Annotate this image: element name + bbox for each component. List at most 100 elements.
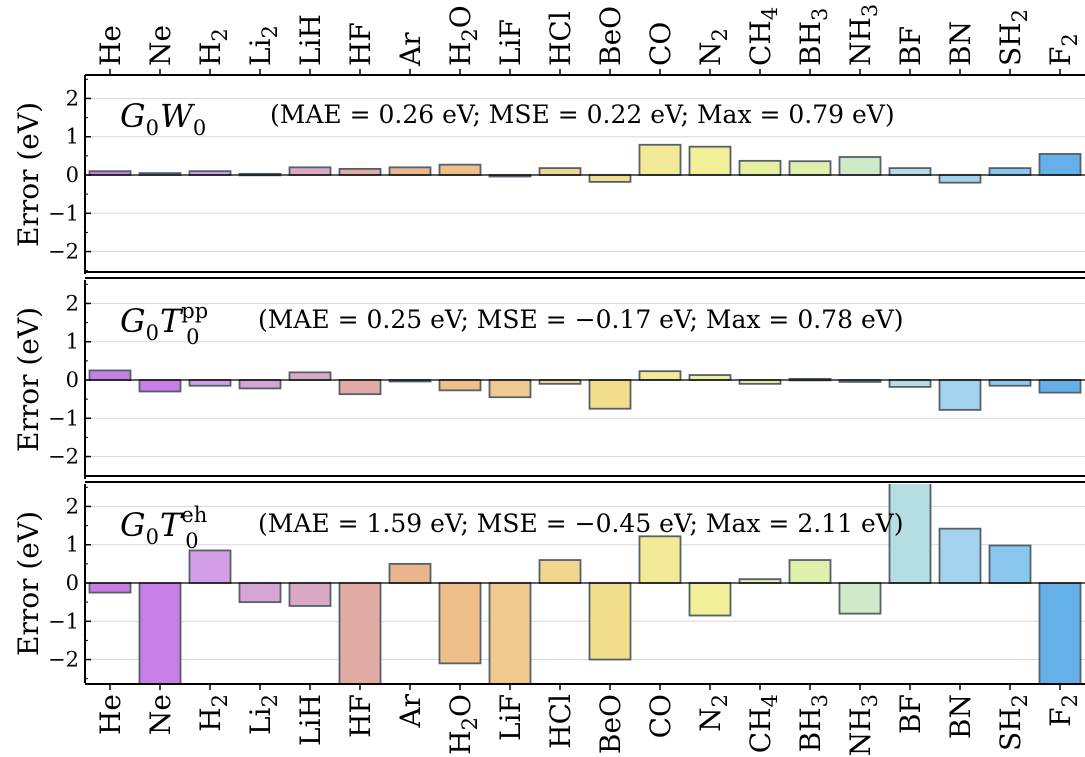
cat-base: Ar [394,32,427,67]
cat-base: Li [244,707,277,735]
bar-co [638,143,682,176]
cat-base: H [444,730,477,754]
bar-sh2 [988,544,1032,584]
y-tick-label: −2 [48,445,79,469]
cat-base: He [94,694,127,735]
bars [88,143,1082,184]
bar-bh3 [788,559,832,584]
method-sub: 0 [186,325,199,349]
bar-bh3 [788,160,832,176]
y-tick-label: 0 [66,163,79,187]
bar-bf [888,379,932,388]
category-label-top: F2 [1044,33,1082,66]
y-tick-label: 1 [66,125,79,149]
y-tick-label: 2 [66,494,79,518]
cat-base: Ne [144,694,177,735]
bar-lih [288,166,332,176]
cat-base: SH [994,22,1027,66]
bar-ar [388,562,432,584]
bar-h2o [438,582,482,665]
category-label-bottom: HF [344,694,377,738]
category-label-top: Ne [144,25,177,66]
bar-ch4 [738,159,782,176]
category-label-bottom: Ne [144,694,177,735]
y-tick-label: −2 [48,240,79,264]
cat-sub: 2 [258,25,282,38]
method-main: T [160,506,184,544]
cat-base: H [194,42,227,66]
bar-f2 [1038,582,1082,683]
category-label-top: BN [944,21,977,66]
category-label-bottom: LiF [494,694,527,741]
bar-bf [888,484,932,584]
bar-bf [888,167,932,176]
category-label-top: BH3 [794,8,832,66]
method-label: G0W0 [120,97,206,140]
cat-tail: O [444,5,477,28]
cat-base: BeO [594,694,627,754]
cat-sub: 2 [1058,694,1082,707]
category-label-bottom: CH4 [744,694,782,753]
y-axis-label: Error (eV) [12,511,45,656]
category-label-top: N2 [694,28,732,66]
category-label-top: H2O [444,5,482,66]
bar-nh3 [838,582,882,615]
bar-co [638,535,682,584]
bar-n2 [688,145,732,176]
bar-h2o [438,379,482,392]
cat-base: BN [944,694,977,739]
bar-f2 [1038,379,1082,394]
y-tick-label: 1 [66,330,79,354]
category-label-top: HCl [544,11,577,66]
category-label-bottom: BH3 [794,694,832,752]
cat-sub: 2 [1008,694,1032,707]
bar-hcl [538,167,582,176]
cat-base: F [1044,707,1077,726]
cat-base: BeO [594,6,627,66]
bar-ne [138,379,182,393]
cat-base: BF [894,694,927,734]
category-label-top: BF [894,26,927,66]
method-sub: 0 [185,529,198,553]
cat-sub: 2 [708,28,732,41]
stats-label: (MAE = 0.25 eV; MSE = −0.17 eV; Max = 0.… [258,305,904,334]
cat-base: HF [344,694,377,738]
cat-base: BH [794,707,827,752]
category-label-bottom: BF [894,694,927,734]
bar-hcl [538,559,582,584]
method-sub: 0 [193,116,206,140]
y-tick-label: 0 [66,368,79,392]
bar-li2 [238,582,282,604]
method-sup: eh [181,503,207,527]
cat-base: Li [244,38,277,66]
category-label-top: CH4 [744,7,782,66]
bar-hf [338,379,382,396]
bar-h2 [188,549,232,584]
bar-n2 [688,374,732,381]
y-tick-label: −1 [48,201,79,225]
bar-beo [588,174,632,183]
bar-n2 [688,582,732,617]
bar-f2 [1038,153,1082,176]
cat-base: Ar [394,693,427,728]
bar-bn [938,527,982,584]
category-label-top: Ar [394,32,427,67]
y-tick-label: 2 [66,86,79,110]
bar-beo [588,379,632,410]
cat-base: LiH [294,14,327,66]
cat-sub: 2 [1008,9,1032,22]
bar-he [88,369,132,381]
y-axis-label: Error (eV) [12,102,45,247]
category-label-bottom: Ar [394,693,427,728]
cat-base: N [694,42,727,67]
method-label: G0Tpp 0 [120,299,208,349]
bar-beo [588,582,632,661]
category-label-top: LiF [494,19,527,66]
y-tick-label: −2 [48,648,79,672]
bar-sh2 [988,379,1032,387]
cat-sub: 2 [1058,33,1082,46]
category-label-top: BeO [594,6,627,66]
category-label-bottom: BeO [594,694,627,754]
